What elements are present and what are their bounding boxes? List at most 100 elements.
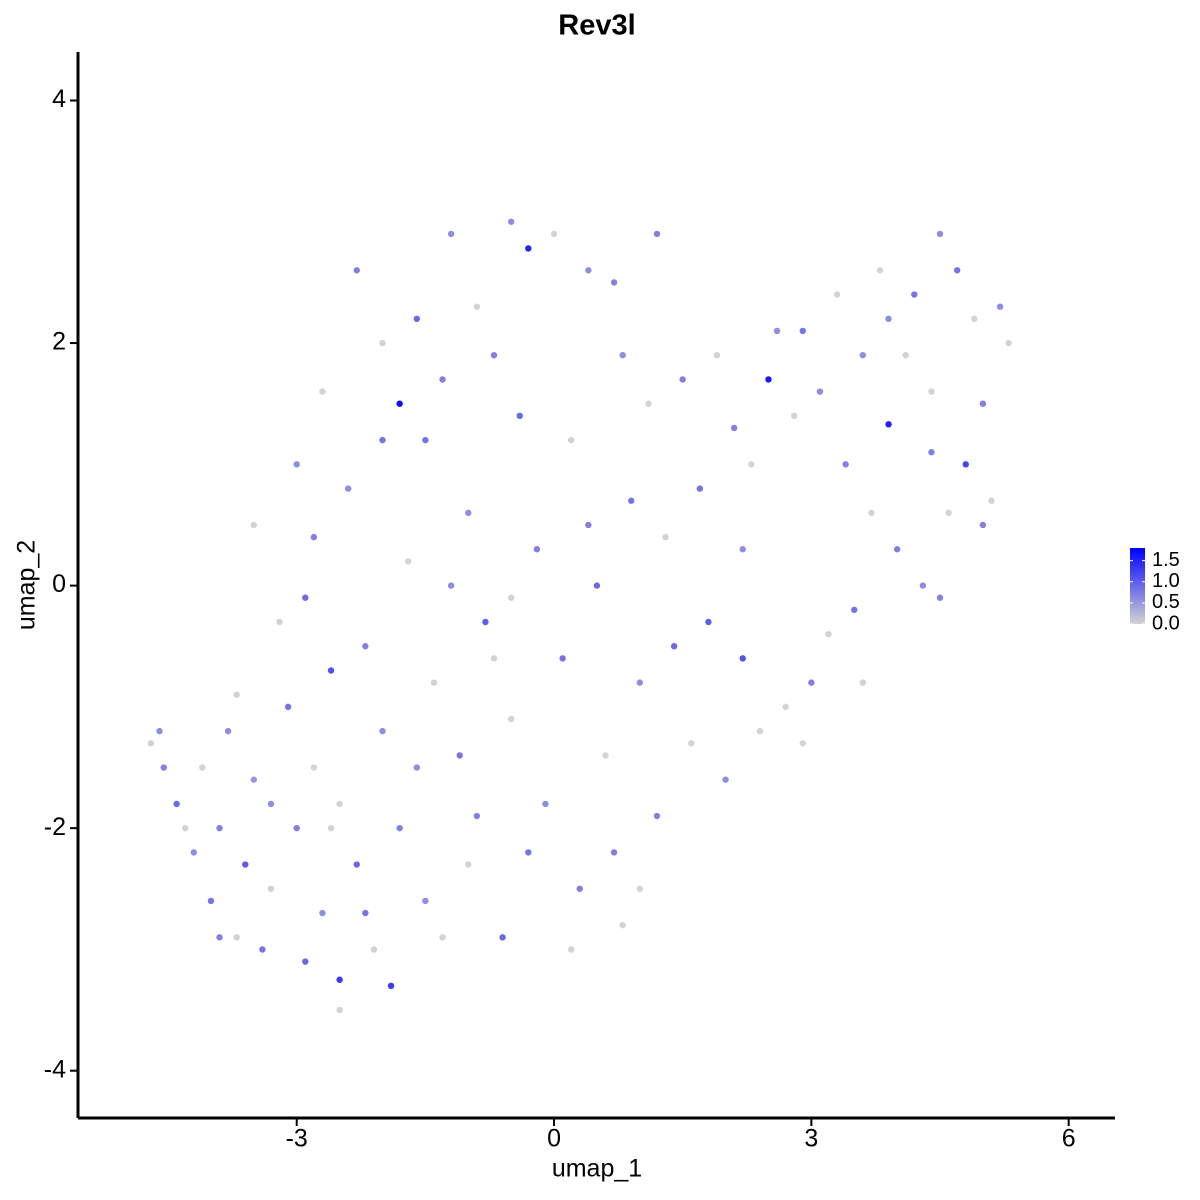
point — [276, 618, 283, 626]
point — [336, 800, 343, 808]
point — [885, 421, 892, 428]
point — [1005, 339, 1012, 347]
point — [859, 679, 867, 686]
point — [173, 800, 180, 808]
point — [216, 824, 223, 832]
point — [207, 897, 215, 905]
point — [705, 618, 712, 626]
point — [490, 655, 498, 662]
point — [928, 449, 935, 456]
point — [499, 934, 506, 941]
point — [739, 655, 746, 662]
x-axis-label: umap_1 — [552, 1155, 642, 1183]
point — [988, 497, 995, 504]
point — [456, 752, 463, 759]
point — [782, 703, 789, 711]
point — [842, 461, 849, 468]
point — [507, 715, 515, 723]
point — [662, 533, 669, 541]
point — [344, 485, 352, 492]
point — [808, 679, 815, 686]
point — [653, 230, 661, 238]
point — [859, 351, 867, 359]
point — [259, 946, 266, 953]
point — [439, 376, 446, 383]
point — [928, 388, 935, 395]
point — [422, 897, 429, 905]
colorbar-label: 0.0 — [1152, 612, 1180, 634]
point — [233, 691, 240, 698]
point — [653, 812, 661, 820]
point — [645, 400, 652, 407]
point — [876, 267, 884, 274]
point — [756, 727, 764, 735]
point — [619, 351, 626, 359]
y-tick-label: -4 — [44, 1055, 66, 1083]
point — [602, 752, 609, 759]
point — [936, 594, 944, 601]
point — [748, 461, 755, 468]
point — [422, 436, 429, 444]
point — [482, 618, 489, 626]
point — [542, 800, 549, 808]
point — [979, 400, 987, 407]
colorbar-label: 1.0 — [1152, 570, 1180, 592]
point — [833, 291, 841, 298]
chart-title: Rev3l — [558, 10, 635, 42]
point — [362, 909, 369, 917]
point — [585, 521, 592, 529]
point — [160, 764, 167, 771]
point — [293, 824, 300, 832]
point — [885, 315, 892, 323]
point — [430, 679, 438, 686]
point — [310, 533, 318, 541]
point — [310, 764, 318, 771]
point — [585, 267, 592, 274]
point — [799, 740, 806, 747]
point — [250, 521, 258, 529]
point — [302, 958, 309, 965]
point — [353, 861, 360, 868]
point — [353, 267, 360, 274]
point — [791, 412, 798, 420]
point — [319, 909, 326, 917]
point — [405, 558, 412, 565]
point — [413, 764, 421, 771]
point — [182, 824, 189, 832]
point — [362, 643, 369, 650]
point — [396, 400, 403, 407]
point — [413, 315, 421, 323]
point — [267, 800, 275, 808]
point — [147, 740, 155, 747]
point — [284, 703, 292, 711]
point — [233, 934, 240, 941]
y-tick-label: 4 — [52, 85, 66, 113]
point — [996, 303, 1004, 310]
point — [868, 509, 875, 517]
point — [516, 412, 523, 420]
point — [533, 546, 541, 553]
point — [713, 351, 721, 359]
point — [242, 861, 249, 868]
point — [911, 291, 918, 298]
point — [267, 885, 275, 892]
point — [465, 861, 472, 868]
point — [567, 436, 575, 444]
point — [465, 509, 472, 517]
point — [765, 376, 772, 383]
point — [628, 497, 635, 504]
point — [593, 582, 601, 589]
point — [473, 303, 481, 310]
point — [576, 885, 583, 892]
point — [447, 582, 455, 589]
point — [773, 327, 781, 335]
point — [336, 976, 343, 983]
point — [156, 727, 163, 735]
point — [507, 594, 515, 601]
point — [670, 643, 678, 650]
point — [507, 218, 515, 225]
x-tick-label: 6 — [1062, 1125, 1076, 1153]
point — [610, 849, 618, 856]
point — [336, 1006, 343, 1014]
